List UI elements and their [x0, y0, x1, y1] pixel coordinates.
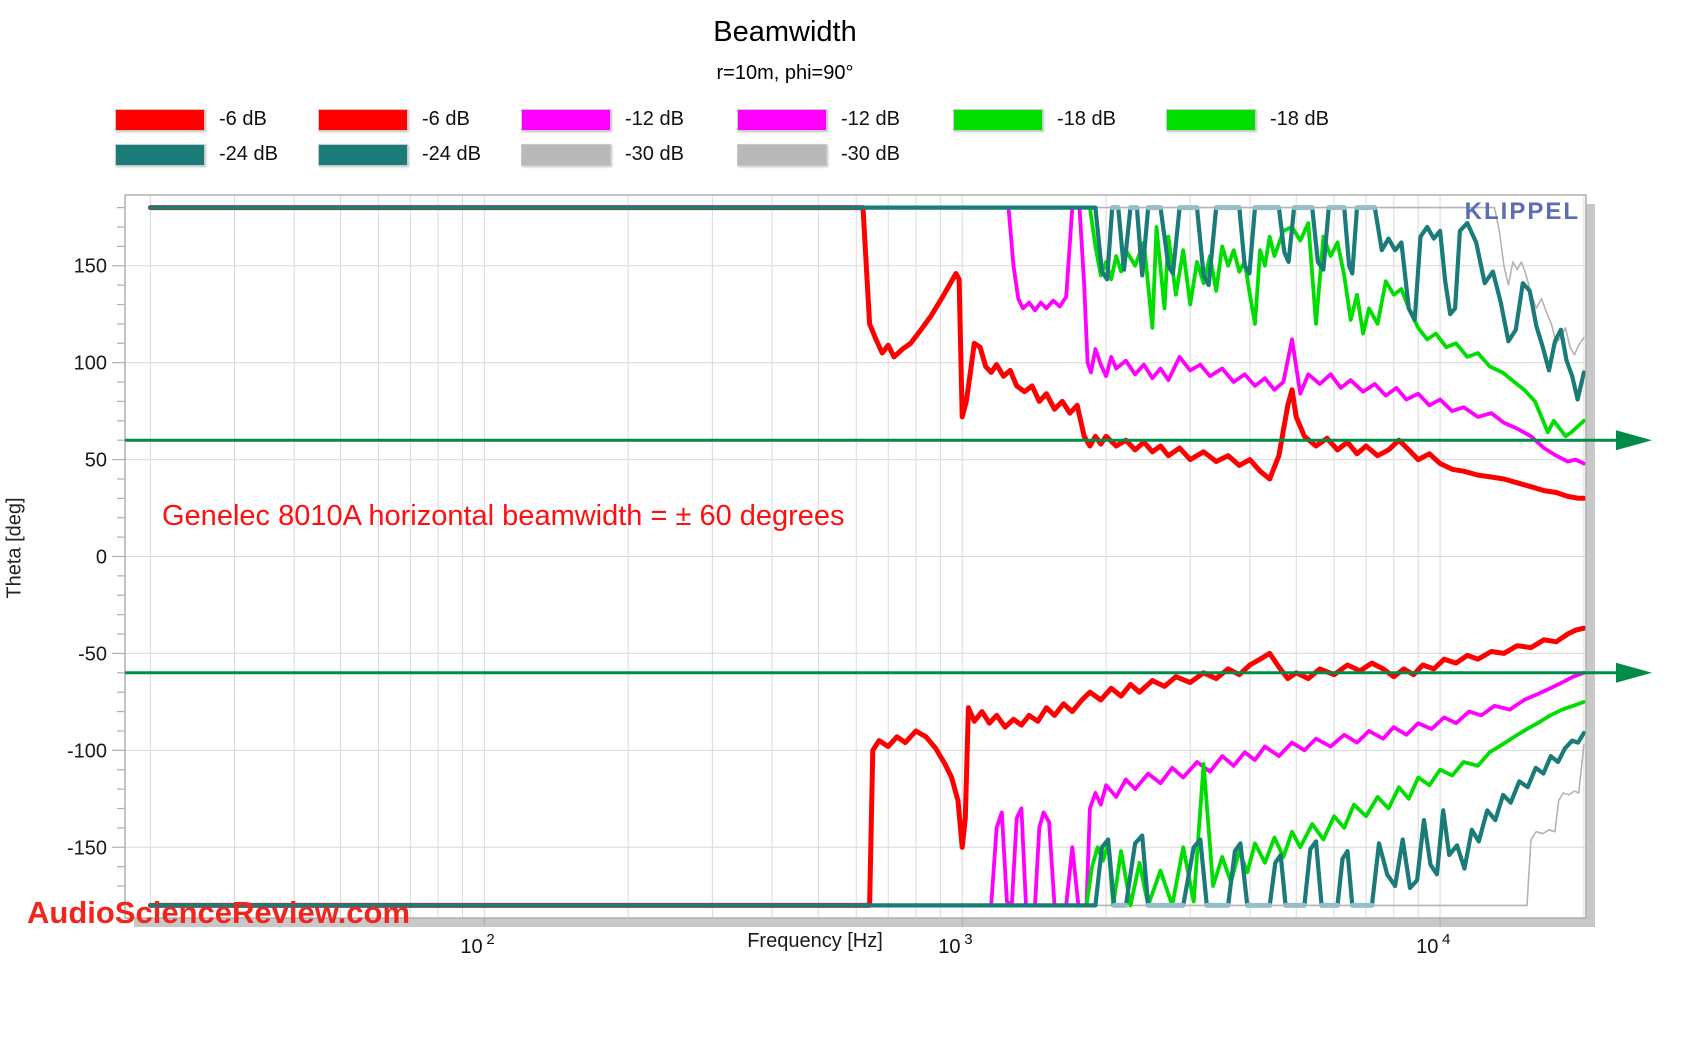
legend-swatch [521, 108, 611, 131]
x-tick-label-base: 10 [938, 936, 960, 958]
chart-legend: -6 dB -6 dB -12 dB -12 dB -18 dB -18 dB -24 dB… [0, 0, 1685, 180]
series--18-dB-lower [148, 700, 1586, 908]
series--12-dB-lower [148, 670, 1586, 908]
y-tick-label: -100 [67, 740, 107, 762]
legend-label: -30 dB [625, 143, 684, 165]
x-axis-label: Frequency [Hz] [747, 930, 883, 952]
legend-swatch [737, 143, 827, 166]
legend-label: -24 dB [422, 143, 481, 165]
klippel-watermark: KLIPPEL [1464, 198, 1580, 225]
legend-label: -24 dB [219, 143, 278, 165]
legend-swatch [115, 108, 205, 131]
y-tick-label: 100 [74, 353, 107, 375]
legend-label: -12 dB [625, 108, 684, 130]
chart-title: Beamwidth [713, 16, 857, 48]
legend-swatch [521, 143, 611, 166]
y-tick-label: 150 [74, 256, 107, 278]
x-tick-label-base: 10 [460, 936, 482, 958]
chart-subtitle: r=10m, phi=90° [716, 62, 854, 84]
series--6-dB-upper [147, 205, 1586, 501]
legend-swatch [737, 108, 827, 131]
legend-entry: -6 dB [115, 108, 267, 131]
reference-arrow-icon [1616, 430, 1652, 451]
series--30-dB-upper [149, 206, 1585, 356]
asr-watermark: AudioScienceReview.com [27, 895, 411, 930]
legend-label: -6 dB [422, 108, 470, 130]
y-tick-label: 0 [96, 547, 107, 569]
plot-frame [124, 194, 1587, 919]
legend-entry: -30 dB [521, 143, 684, 166]
legend-swatch [318, 143, 408, 166]
reference-arrow-icon [1616, 662, 1652, 683]
legend-entry: -18 dB [953, 108, 1116, 131]
legend-swatch [953, 108, 1043, 131]
legend-entry: -6 dB [318, 108, 470, 131]
x-tick-label-exponent: 3 [964, 931, 972, 948]
legend-swatch [115, 143, 205, 166]
y-tick-label: -50 [78, 643, 107, 665]
legend-entry: -12 dB [737, 108, 900, 131]
x-tick-label-base: 10 [1416, 936, 1438, 958]
beamwidth-annotation: Genelec 8010A horizontal beamwidth = ± 6… [162, 500, 845, 532]
series-group [147, 205, 1586, 908]
y-axis-label: Theta [deg] [3, 497, 26, 599]
legend-entry: -30 dB [737, 143, 900, 166]
legend-entry: -18 dB [1166, 108, 1329, 131]
y-tick-label: -150 [67, 837, 107, 859]
legend-entry: -24 dB [318, 143, 481, 166]
legend-label: -12 dB [841, 108, 900, 130]
legend-swatch [1166, 108, 1256, 131]
legend-label: -30 dB [841, 143, 900, 165]
series--24-dB-upper [148, 205, 1586, 402]
x-tick-label-exponent: 2 [486, 931, 494, 948]
legend-label: -18 dB [1057, 108, 1116, 130]
legend-label: -18 dB [1270, 108, 1329, 130]
legend-swatch [318, 108, 408, 131]
series--30-dB-lower [149, 743, 1585, 907]
legend-entry: -24 dB [115, 143, 278, 166]
x-tick-label-exponent: 4 [1442, 931, 1450, 948]
legend-entry: -12 dB [521, 108, 684, 131]
axis-ticks [112, 206, 1441, 927]
legend-label: -6 dB [219, 108, 267, 130]
series--6-dB-lower [147, 625, 1586, 908]
y-tick-label: 50 [85, 450, 107, 472]
series--18-dB-upper [148, 205, 1586, 439]
series--12-dB-upper [148, 205, 1586, 466]
